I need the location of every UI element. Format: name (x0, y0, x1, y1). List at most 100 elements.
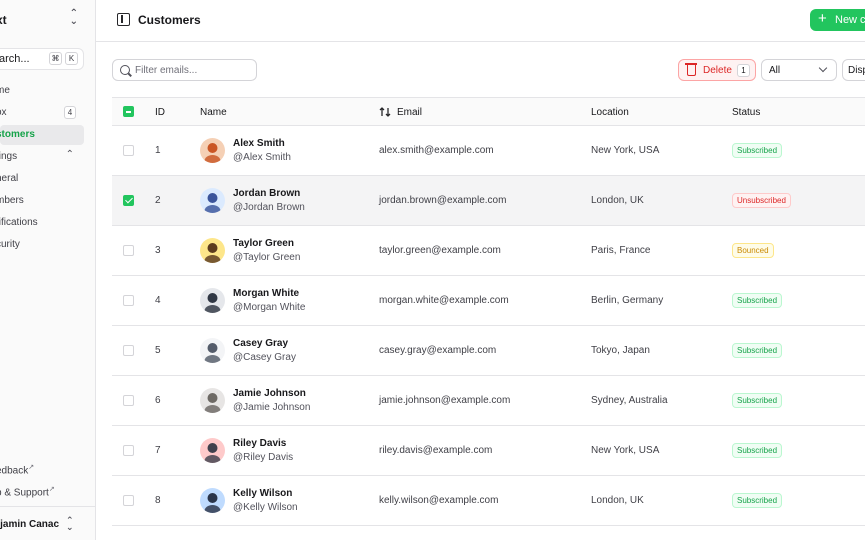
new-customer-label: New cu (835, 14, 865, 26)
customer-username: @Jamie Johnson (233, 402, 311, 413)
sidebar-item-label: mbers (0, 195, 24, 206)
customer-name: Riley Davis (233, 438, 287, 449)
customer-username: @Jordan Brown (233, 202, 305, 213)
table-row[interactable]: 7 Riley Davis @Riley Davis riley.davis@exam… (112, 426, 865, 476)
table-row[interactable]: 2 Jordan Brown @Jordan Brown jordan.brown@e… (112, 176, 865, 226)
customer-email: alex.smith@example.com (379, 145, 494, 156)
column-header-name[interactable]: Name (200, 107, 227, 118)
status-badge: Bounced (732, 243, 774, 258)
customer-username: @Riley Davis (233, 452, 294, 463)
delete-button[interactable]: Delete 1 (678, 59, 756, 81)
column-header-email[interactable]: Email (397, 107, 423, 118)
row-checkbox[interactable] (123, 345, 134, 356)
sidebar-item-label: curity (0, 239, 20, 250)
filter-emails-input[interactable] (135, 62, 253, 78)
user-menu[interactable]: njamin Canac ⌃ ⌄ (0, 506, 95, 540)
page-header: Customers + New cu (96, 0, 865, 42)
avatar (200, 438, 225, 463)
sidebar-item-general[interactable]: neral (0, 169, 84, 189)
customer-name: Morgan White (233, 288, 300, 299)
display-button[interactable]: Disp (842, 59, 865, 81)
page-title: Customers (138, 13, 201, 27)
sidebar-item-label: tifications (0, 217, 38, 228)
inbox-count-badge: 4 (64, 106, 76, 119)
column-header-status[interactable]: Status (732, 107, 761, 118)
trash-icon (685, 63, 697, 76)
table-row[interactable]: 6 Jamie Johnson @Jamie Johnson jamie.johnso… (112, 376, 865, 426)
sidebar-link-feedback[interactable]: edback↗ (0, 459, 84, 479)
row-checkbox[interactable] (123, 395, 134, 406)
customer-location: Berlin, Germany (591, 295, 664, 306)
sidebar-item-customers[interactable]: stomers (0, 125, 84, 145)
avatar (200, 288, 225, 313)
avatar (200, 338, 225, 363)
team-name: xt (0, 13, 7, 27)
delete-label: Delete (703, 65, 732, 76)
sidebar-item-settings[interactable]: tings ⌃ (0, 147, 84, 167)
row-checkbox[interactable] (123, 145, 134, 156)
plus-icon: + (818, 10, 827, 27)
status-badge: Subscribed (732, 493, 783, 508)
help-label: p & Support (0, 487, 49, 499)
customer-name: Kelly Wilson (233, 488, 293, 499)
new-customer-button[interactable]: + New cu (810, 9, 865, 31)
column-header-location[interactable]: Location (591, 107, 629, 118)
sidebar-item-security[interactable]: curity (0, 235, 84, 255)
customer-email: kelly.wilson@example.com (379, 495, 499, 506)
sidebar-item-inbox[interactable]: ox 4 (0, 103, 84, 123)
chevron-down-icon (818, 63, 828, 73)
sort-icon[interactable] (379, 106, 391, 118)
customer-id: 1 (155, 145, 161, 156)
customer-username: @Taylor Green (233, 252, 301, 263)
sidebar-item-notifications[interactable]: tifications (0, 213, 84, 233)
column-header-id[interactable]: ID (155, 107, 165, 118)
status-badge: Subscribed (732, 143, 783, 158)
row-checkbox[interactable] (123, 245, 134, 256)
table-row[interactable]: 8 Kelly Wilson @Kelly Wilson kelly.wilson@e… (112, 476, 865, 526)
team-switcher[interactable]: xt ⌃⌄ (0, 8, 86, 30)
status-badge: Subscribed (732, 293, 783, 308)
customer-location: New York, USA (591, 145, 660, 156)
row-checkbox[interactable] (123, 495, 134, 506)
user-name: njamin Canac (0, 519, 60, 530)
external-link-icon: ↗ (28, 464, 35, 471)
table-row[interactable]: 4 Morgan White @Morgan White morgan.white@e… (112, 276, 865, 326)
table-row[interactable]: 5 Casey Gray @Casey Gray casey.gray@example… (112, 326, 865, 376)
sidebar-item-members[interactable]: mbers (0, 191, 84, 211)
status-filter-value: All (769, 65, 781, 76)
table-header: ID Name Email Location Status (112, 97, 865, 126)
sidebar-search[interactable]: arch... ⌘ K (0, 48, 84, 70)
filter-emails-field (112, 59, 257, 81)
customer-email: morgan.white@example.com (379, 295, 509, 306)
row-checkbox[interactable] (123, 445, 134, 456)
avatar (200, 388, 225, 413)
table-row[interactable]: 3 Taylor Green @Taylor Green taylor.green@e… (112, 226, 865, 276)
sidebar-toggle-icon[interactable] (117, 13, 130, 26)
row-checkbox[interactable] (123, 295, 134, 306)
customer-email: jamie.johnson@example.com (379, 395, 511, 406)
row-checkbox[interactable] (123, 195, 134, 206)
status-badge: Subscribed (732, 343, 783, 358)
sidebar-search-label: arch... (0, 53, 30, 65)
customer-username: @Casey Gray (233, 352, 296, 363)
customer-id: 4 (155, 295, 161, 306)
customer-id: 2 (155, 195, 161, 206)
customer-name: Jamie Johnson (233, 388, 306, 399)
chevron-up-icon: ⌃ (65, 149, 74, 160)
sidebar-item-home[interactable]: me (0, 81, 84, 101)
customer-username: @Alex Smith (233, 152, 291, 163)
chevron-up-down-icon: ⌃ ⌄ (69, 8, 78, 27)
avatar (200, 188, 225, 213)
customer-location: London, UK (591, 195, 644, 206)
status-filter-select[interactable]: All (761, 59, 837, 81)
table-row[interactable]: 1 Alex Smith @Alex Smith alex.smith@example… (112, 126, 865, 176)
customer-id: 5 (155, 345, 161, 356)
customer-location: Tokyo, Japan (591, 345, 650, 356)
search-icon (120, 65, 130, 75)
select-all-checkbox[interactable] (123, 106, 134, 117)
customer-location: Sydney, Australia (591, 395, 668, 406)
sidebar-link-help[interactable]: p & Support↗ (0, 481, 84, 501)
customer-username: @Morgan White (233, 302, 306, 313)
sidebar-item-label: me (0, 85, 10, 96)
customer-id: 8 (155, 495, 161, 506)
